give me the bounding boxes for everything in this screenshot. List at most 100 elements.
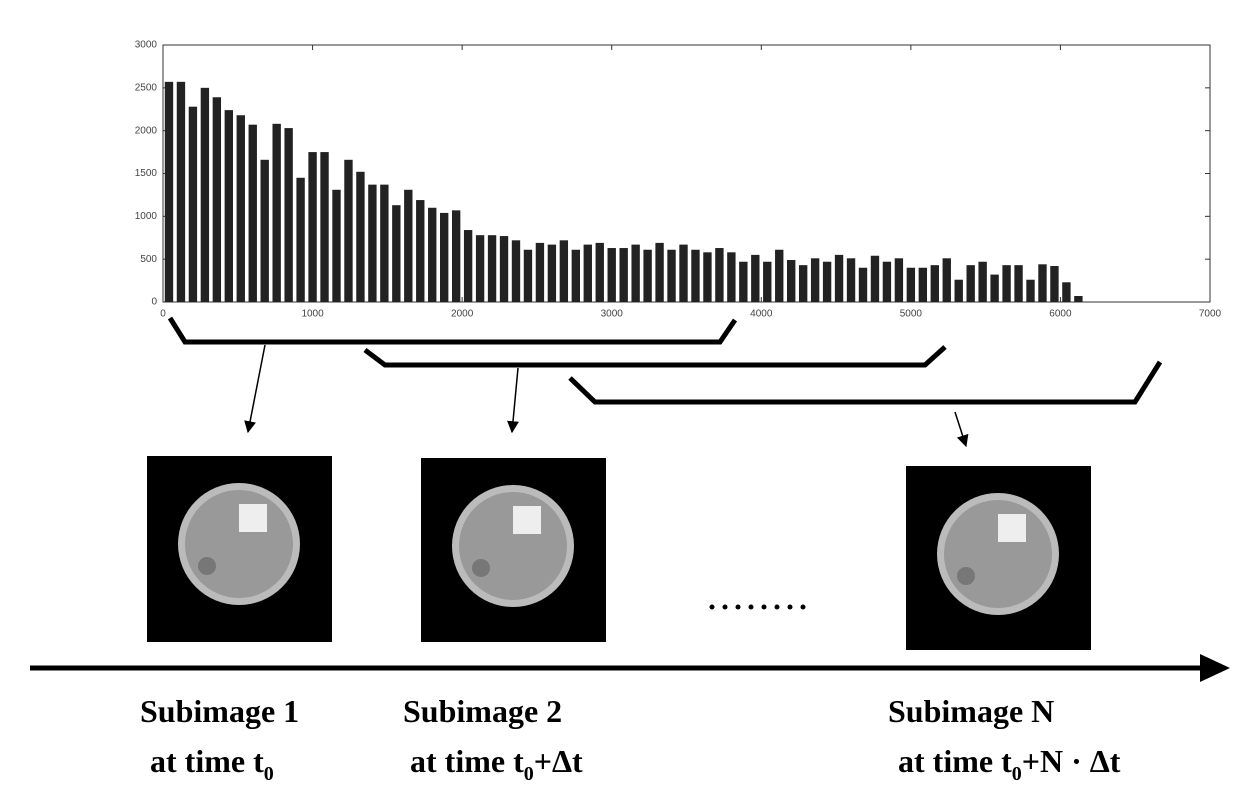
x-tick-label: 7000: [1199, 309, 1222, 320]
bar: [955, 280, 963, 302]
bar: [380, 185, 388, 302]
bar: [1026, 280, 1034, 302]
bar: [1002, 265, 1010, 302]
bar: [883, 262, 891, 302]
bar: [631, 245, 639, 302]
x-tick-label: 5000: [900, 309, 923, 320]
bar: [560, 240, 568, 302]
bar: [261, 160, 269, 302]
caption-time: at time t0+Δt: [410, 743, 583, 785]
bar: [608, 248, 616, 302]
subimage-thumbnail: [906, 466, 1091, 650]
bar: [548, 245, 556, 302]
bar: [237, 115, 245, 302]
bar: [177, 82, 185, 302]
bar: [332, 190, 340, 302]
arrow: [512, 368, 518, 432]
bar: [500, 236, 508, 302]
x-tick-label: 0: [160, 309, 166, 320]
time-text: at time t: [898, 743, 1012, 779]
bar: [763, 262, 771, 302]
bar: [440, 213, 448, 302]
bar: [165, 82, 173, 302]
bar: [1074, 296, 1082, 302]
bar: [344, 160, 352, 302]
time-subscript: 0: [524, 763, 534, 785]
x-tick-label: 6000: [1049, 309, 1072, 320]
bar: [416, 200, 424, 302]
x-tick-label: 4000: [750, 309, 773, 320]
time-text: +Δt: [534, 743, 583, 779]
bar: [284, 128, 292, 302]
subimage-thumbnail: [147, 456, 332, 642]
bar: [919, 268, 927, 302]
window-bracket: [170, 318, 735, 342]
caption-label: Subimage N: [888, 693, 1054, 729]
bar: [907, 268, 915, 302]
bar: [619, 248, 627, 302]
bar: [727, 252, 735, 302]
bar: [990, 275, 998, 302]
bar: [835, 255, 843, 302]
subimage-thumbnail: [421, 458, 606, 642]
bar: [1050, 266, 1058, 302]
bar: [584, 245, 592, 302]
caption-label: Subimage 2: [403, 693, 562, 729]
caption-label: Subimage 1: [140, 693, 299, 729]
y-tick-label: 2500: [135, 82, 158, 93]
y-tick-label: 3000: [135, 40, 158, 51]
bar: [943, 258, 951, 302]
bar: [356, 172, 364, 302]
time-text: at time t: [410, 743, 524, 779]
bar: [643, 250, 651, 302]
time-subscript: 0: [264, 763, 274, 785]
bar: [1062, 282, 1070, 302]
bar: [775, 250, 783, 302]
bar: [1014, 265, 1022, 302]
bar: [739, 262, 747, 302]
bar: [751, 255, 759, 302]
bar: [691, 250, 699, 302]
x-tick-label: 2000: [451, 309, 474, 320]
arrow: [248, 345, 265, 432]
x-tick-label: 3000: [601, 309, 624, 320]
bar: [655, 243, 663, 302]
y-tick-label: 2000: [135, 125, 158, 136]
bar: [847, 258, 855, 302]
bar: [978, 262, 986, 302]
bar: [249, 125, 257, 302]
bar: [1038, 264, 1046, 302]
bar: [272, 124, 280, 302]
bar: [679, 245, 687, 302]
bar: [931, 265, 939, 302]
bar: [596, 243, 604, 302]
time-text: at time t: [150, 743, 264, 779]
bar: [488, 235, 496, 302]
window-bracket: [365, 347, 945, 365]
y-tick-label: 0: [151, 297, 157, 308]
bar: [201, 88, 209, 302]
bar: [404, 190, 412, 302]
bar: [799, 265, 807, 302]
y-tick-label: 500: [140, 254, 157, 265]
window-bracket: [570, 362, 1160, 402]
bar: [859, 268, 867, 302]
bar: [225, 110, 233, 302]
bar: [320, 152, 328, 302]
bar: [296, 178, 304, 302]
bar: [308, 152, 316, 302]
bar: [703, 252, 711, 302]
bar: [392, 205, 400, 302]
figure: 0500100015002000250030000100020003000400…: [0, 0, 1236, 789]
time-subscript: 0: [1012, 763, 1022, 785]
bar: [572, 250, 580, 302]
caption-time: at time t0: [150, 743, 274, 785]
bar: [966, 265, 974, 302]
bar: [895, 258, 903, 302]
y-tick-label: 1500: [135, 168, 158, 179]
bar: [476, 235, 484, 302]
time-arrowhead: [1200, 654, 1230, 682]
bar: [452, 210, 460, 302]
bar: [428, 208, 436, 302]
